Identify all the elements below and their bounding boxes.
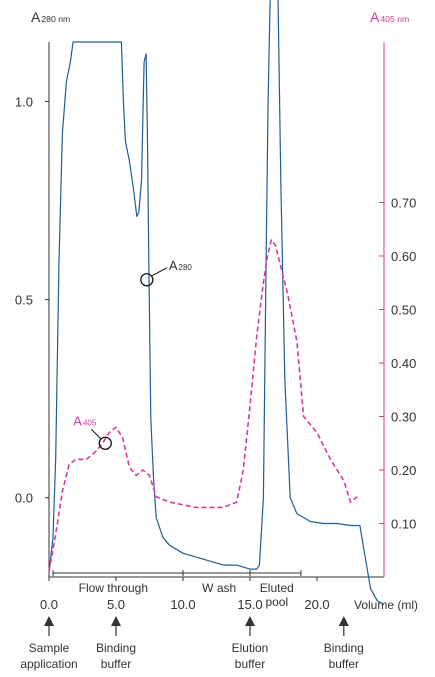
y-right-tick-label-5: 0.60 — [391, 249, 416, 264]
left-axis-title-sub: 280 nm — [41, 14, 70, 24]
right-axis-title: A405 nm — [370, 9, 409, 25]
series-line-a280 — [48, 0, 385, 606]
event-label-0-1: application — [20, 657, 77, 671]
annotation-label-1-sub: 405 — [83, 418, 97, 427]
y-right-tick-label-4: 0.50 — [391, 303, 416, 318]
series-line-a405 — [48, 239, 358, 572]
annotation-label-0: A280 — [169, 258, 193, 273]
series-lines — [48, 0, 385, 606]
annotation-label-0-sub: 280 — [178, 263, 192, 272]
event-label-3-1: buffer — [329, 657, 359, 671]
annotation-label-0-main: A — [169, 258, 178, 273]
annotation-circle-1 — [98, 436, 112, 450]
y-left-tick-label-0: 1.0 — [15, 94, 33, 109]
bracket-label-3: pool — [265, 595, 288, 609]
event-label-3-0: Binding — [324, 641, 364, 655]
y-right-tick-label-6: 0.70 — [391, 196, 416, 211]
event-label-2-1: buffer — [235, 657, 265, 671]
annotation-circle-0 — [140, 273, 154, 287]
event-label-0-0: Sample — [29, 641, 70, 655]
x-axis-title: Volume (ml) — [354, 598, 418, 612]
right-axis-title-main: A — [370, 9, 380, 25]
event-arrow-head-1 — [111, 616, 121, 626]
y-right-tick-label-1: 0.20 — [391, 463, 416, 478]
x-tick-label-0: 0.0 — [40, 597, 58, 612]
event-markers: Sample application Binding buffer Elution buf… — [20, 616, 364, 671]
y-right-tick-label-0: 0.10 — [391, 517, 416, 532]
event-label-1-1: buffer — [101, 657, 131, 671]
x-tick-label-4: 20.0 — [304, 597, 329, 612]
bracket-label-0: Flow through — [79, 581, 148, 595]
event-arrow-head-2 — [245, 616, 255, 626]
x-tick-label-3: 15.0 — [237, 597, 262, 612]
bracket-label-2: Eluted — [260, 581, 294, 595]
left-axis-title: A280 nm — [31, 9, 70, 25]
event-label-2-0: Elution — [232, 641, 269, 655]
bracket-label-1: W ash — [202, 581, 236, 595]
x-tick-label-1: 5.0 — [107, 597, 125, 612]
y-right-tick-label-3: 0.40 — [391, 356, 416, 371]
y-left-tick-label-2: 0.0 — [15, 491, 33, 506]
right-axis-title-sub: 405 nm — [380, 14, 409, 24]
event-arrow-head-0 — [44, 616, 54, 626]
y-left-tick-label-1: 0.5 — [15, 293, 33, 308]
annotation-label-1: A405 — [73, 413, 97, 428]
event-label-1-0: Binding — [96, 641, 136, 655]
x-tick-label-2: 10.0 — [170, 597, 195, 612]
left-axis-title-main: A — [31, 9, 41, 25]
y-right-tick-label-2: 0.30 — [391, 410, 416, 425]
annotation-label-1-main: A — [73, 413, 82, 428]
event-arrow-head-3 — [338, 616, 349, 626]
annotation-leader-1 — [90, 428, 102, 440]
annotation-leader-0 — [151, 267, 168, 277]
